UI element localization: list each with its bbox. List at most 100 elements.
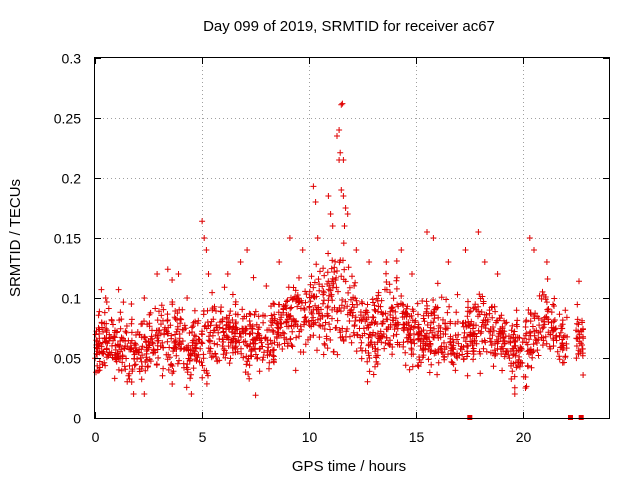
- data-point: [408, 339, 415, 346]
- data-point: [282, 302, 289, 309]
- data-point: [366, 368, 373, 375]
- data-point: [186, 330, 193, 336]
- data-point: [465, 298, 471, 305]
- data-point: [481, 322, 488, 329]
- data-point: [426, 369, 433, 376]
- data-point: [311, 293, 318, 300]
- data-point: [336, 259, 343, 266]
- data-point: [308, 273, 315, 280]
- data-point: [354, 331, 361, 338]
- data-point: [375, 303, 382, 310]
- data-point: [214, 357, 221, 364]
- data-point: [152, 305, 159, 312]
- data-point: [156, 308, 162, 315]
- data-point: [138, 346, 145, 353]
- data-point: [556, 311, 563, 318]
- data-point: [577, 340, 584, 347]
- data-point: [163, 351, 170, 358]
- data-point: [564, 333, 571, 340]
- data-point: [430, 297, 437, 303]
- data-point: [99, 350, 106, 357]
- data-point: [145, 363, 151, 370]
- data-point: [329, 315, 335, 322]
- data-point: [444, 325, 451, 332]
- data-point: [294, 303, 301, 310]
- data-point: [461, 329, 468, 336]
- data-point: [512, 337, 519, 344]
- data-point: [409, 271, 415, 277]
- data-point: [320, 265, 327, 272]
- data-point: [158, 312, 165, 319]
- data-point: [251, 336, 258, 343]
- data-point: [370, 314, 377, 321]
- data-point: [349, 312, 356, 319]
- data-point: [187, 352, 194, 359]
- data-point: [320, 351, 327, 358]
- data-point: [360, 325, 367, 332]
- data-point: [103, 345, 110, 352]
- data-point: [126, 362, 133, 369]
- data-point: [513, 364, 520, 371]
- data-point: [455, 340, 462, 347]
- data-point: [319, 322, 326, 329]
- data-point: [559, 336, 566, 343]
- x-tick-label: 10: [302, 429, 318, 445]
- data-point: [387, 341, 394, 348]
- data-point: [529, 349, 536, 356]
- data-point: [169, 381, 176, 387]
- data-point: [254, 354, 261, 361]
- data-point: [435, 359, 442, 366]
- data-point: [540, 324, 547, 331]
- y-tick-label: 0.05: [54, 351, 81, 367]
- data-point: [205, 271, 212, 277]
- data-point: [359, 347, 366, 354]
- data-point: [143, 348, 150, 354]
- data-point: [489, 314, 496, 321]
- data-point: [464, 343, 471, 349]
- data-point: [173, 352, 180, 359]
- data-point: [288, 342, 295, 349]
- y-tick-label: 0: [73, 411, 81, 427]
- data-point: [321, 326, 328, 332]
- data-point: [497, 325, 504, 332]
- data-point: [431, 312, 438, 319]
- data-point: [531, 247, 537, 253]
- data-point: [372, 319, 379, 325]
- data-point: [238, 334, 244, 340]
- data-point: [542, 294, 549, 300]
- zero-data-point: [568, 415, 573, 420]
- data-point: [247, 311, 254, 318]
- data-point: [357, 345, 364, 351]
- data-point: [302, 314, 309, 320]
- data-point: [510, 351, 517, 358]
- data-point: [365, 350, 372, 356]
- data-point: [364, 358, 371, 365]
- data-point: [494, 271, 501, 277]
- data-point: [101, 320, 108, 327]
- data-point: [123, 323, 130, 329]
- data-point: [181, 322, 188, 329]
- data-point: [308, 323, 315, 330]
- data-point: [309, 310, 315, 317]
- data-point: [544, 276, 551, 282]
- data-point: [424, 322, 431, 328]
- data-point: [492, 351, 499, 358]
- data-point: [483, 348, 490, 355]
- data-point: [365, 342, 372, 349]
- data-point: [275, 301, 282, 308]
- data-point: [393, 331, 400, 338]
- data-point: [121, 345, 128, 352]
- data-point: [139, 363, 146, 370]
- data-point: [219, 325, 226, 332]
- data-point: [279, 329, 286, 336]
- data-point: [423, 298, 430, 305]
- data-point: [410, 351, 417, 358]
- data-point: [313, 261, 320, 268]
- data-point: [169, 299, 176, 305]
- data-point: [321, 342, 328, 348]
- data-point: [366, 259, 373, 265]
- data-point: [357, 334, 364, 341]
- data-point: [535, 336, 542, 343]
- data-point: [543, 299, 550, 306]
- data-point: [228, 329, 235, 336]
